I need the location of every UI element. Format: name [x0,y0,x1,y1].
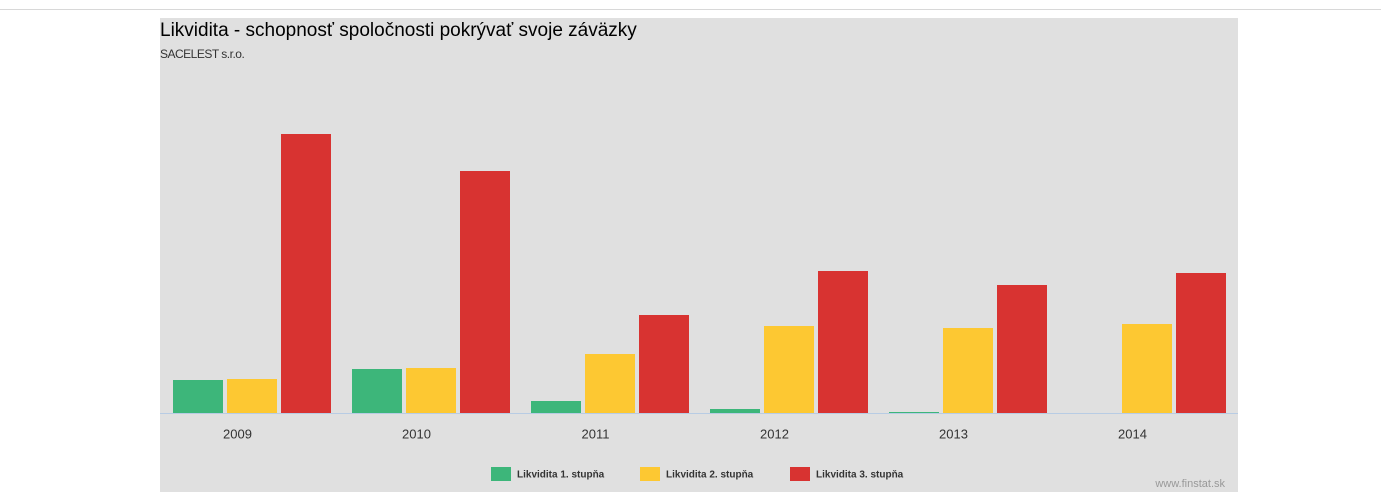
bar [1176,273,1226,413]
x-tick-label: 2013 [939,426,968,441]
credit: www.finstat.sk [1154,478,1225,490]
bar [281,134,331,413]
bar [531,401,581,413]
bar [639,315,689,413]
bar [764,326,814,413]
bar [997,285,1047,413]
chart-title: Likvidita - schopnosť spoločnosti pokrýv… [160,20,637,41]
bar [889,412,939,413]
bar [585,354,635,413]
x-tick-label: 2012 [760,426,789,441]
x-tick-label: 2009 [223,426,252,441]
bar [1122,324,1172,413]
legend-swatch [491,467,511,481]
x-tick-label: 2010 [402,426,431,441]
bar [173,380,223,413]
x-tick-label: 2011 [582,426,610,441]
chart-subtitle: SACELEST s.r.o. [160,47,244,61]
legend-label: Likvidita 3. stupňa [816,470,904,481]
legend-swatch [640,467,660,481]
bar [352,369,402,413]
bar [460,171,510,413]
bar [710,409,760,413]
legend-swatch [790,467,810,481]
bar [943,328,993,413]
x-tick-label: 2014 [1118,426,1147,441]
legend-label: Likvidita 2. stupňa [666,470,754,481]
bar [818,271,868,413]
bar [227,379,277,413]
legend-label: Likvidita 1. stupňa [517,470,605,481]
bar [406,368,456,413]
